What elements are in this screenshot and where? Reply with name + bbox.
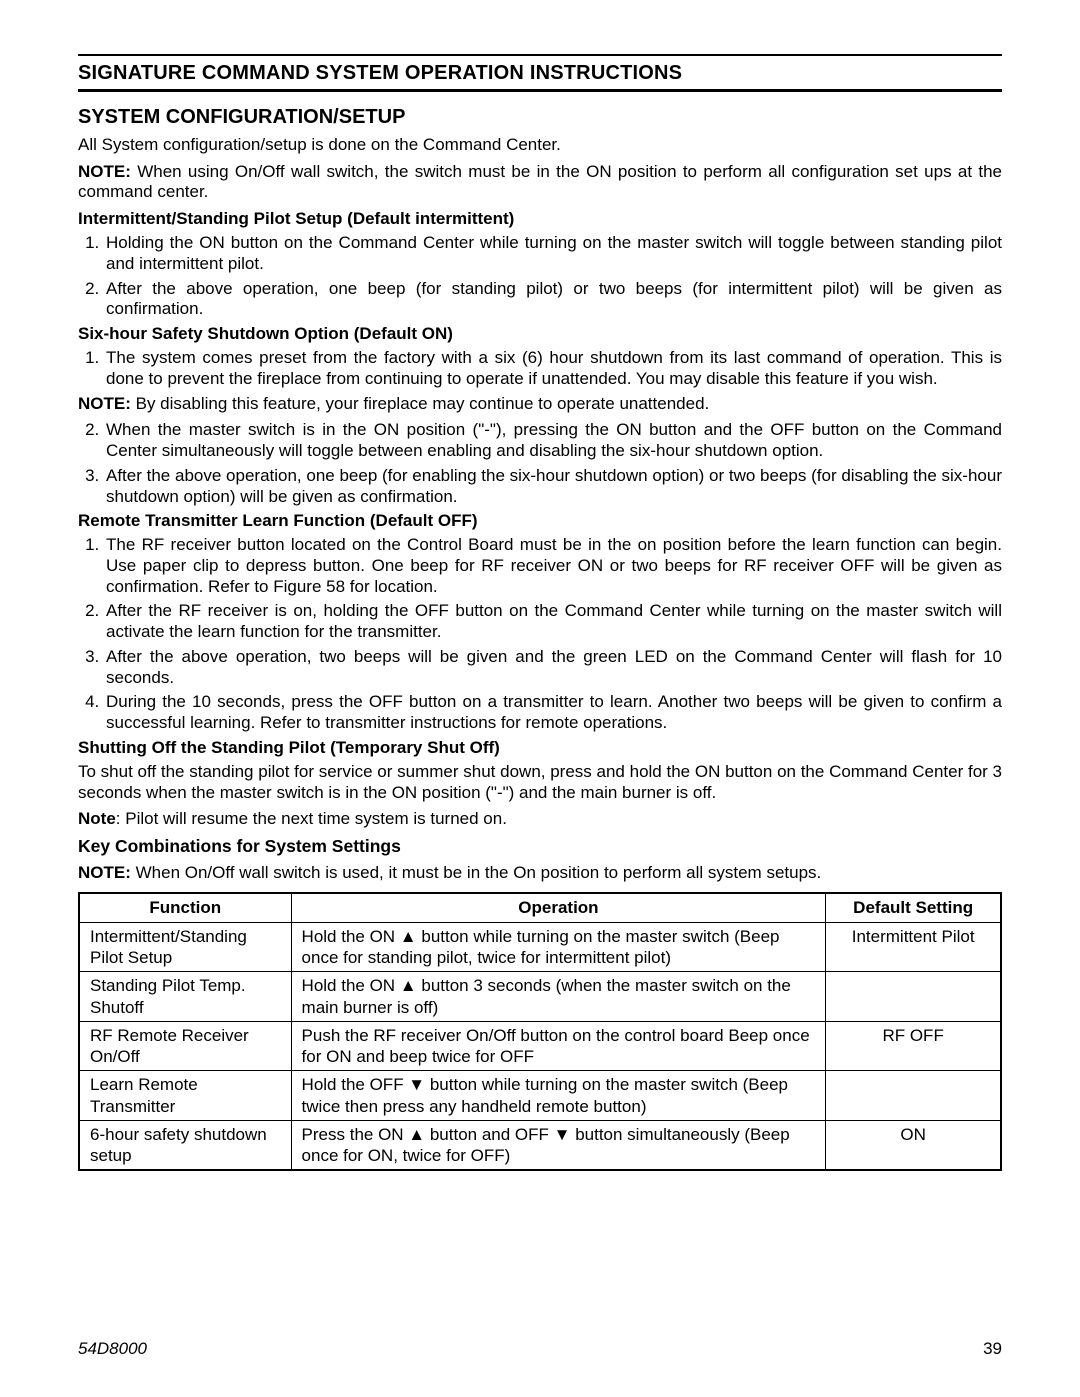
key-combinations-heading: Key Combinations for System Settings [78, 836, 1002, 857]
subhead-intermittent: Intermittent/Standing Pilot Setup (Defau… [78, 209, 1002, 229]
table-row: RF Remote Receiver On/Off Push the RF re… [79, 1021, 1001, 1071]
key-note-text: When On/Off wall switch is used, it must… [131, 863, 821, 882]
cell-function: RF Remote Receiver On/Off [79, 1021, 291, 1071]
table-header-row: Function Operation Default Setting [79, 893, 1001, 923]
note-2-label: NOTE: [78, 394, 131, 413]
note-3-label: Note [78, 809, 116, 828]
cell-operation: Hold the OFF ▼ button while turning on t… [291, 1071, 826, 1121]
title-underline [78, 89, 1002, 92]
subhead-remote: Remote Transmitter Learn Function (Defau… [78, 511, 1002, 531]
note-2: NOTE: By disabling this feature, your fi… [78, 394, 1002, 415]
list-item: After the above operation, one beep (for… [104, 279, 1002, 320]
note-3: Note: Pilot will resume the next time sy… [78, 809, 1002, 830]
list-item: The RF receiver button located on the Co… [104, 535, 1002, 597]
note-1-label: NOTE: [78, 162, 131, 181]
list-intermittent: Holding the ON button on the Command Cen… [78, 233, 1002, 320]
cell-function: Standing Pilot Temp. Shutoff [79, 972, 291, 1022]
subhead-sixhour: Six-hour Safety Shutdown Option (Default… [78, 324, 1002, 344]
col-function: Function [79, 893, 291, 923]
note-1: NOTE: When using On/Off wall switch, the… [78, 162, 1002, 203]
footer-page-number: 39 [983, 1339, 1002, 1359]
list-item: After the above operation, one beep (for… [104, 466, 1002, 507]
col-operation: Operation [291, 893, 826, 923]
note-1-text: When using On/Off wall switch, the switc… [78, 162, 1002, 202]
cell-default: RF OFF [826, 1021, 1001, 1071]
document-title: SIGNATURE COMMAND SYSTEM OPERATION INSTR… [78, 62, 1002, 89]
table-row: Standing Pilot Temp. Shutoff Hold the ON… [79, 972, 1001, 1022]
table-row: Learn Remote Transmitter Hold the OFF ▼ … [79, 1071, 1001, 1121]
list-item: During the 10 seconds, press the OFF but… [104, 692, 1002, 733]
list-sixhour-b: When the master switch is in the ON posi… [78, 420, 1002, 507]
page-footer: 54D8000 39 [78, 1339, 1002, 1359]
shutoff-para: To shut off the standing pilot for servi… [78, 762, 1002, 803]
cell-default [826, 1071, 1001, 1121]
cell-operation: Push the RF receiver On/Off button on th… [291, 1021, 826, 1071]
footer-model: 54D8000 [78, 1339, 147, 1359]
table-row: 6-hour safety shutdown setup Press the O… [79, 1120, 1001, 1170]
key-note: NOTE: When On/Off wall switch is used, i… [78, 863, 1002, 884]
section-heading: SYSTEM CONFIGURATION/SETUP [78, 106, 1002, 129]
cell-function: Learn Remote Transmitter [79, 1071, 291, 1121]
cell-function: Intermittent/Standing Pilot Setup [79, 922, 291, 972]
cell-default: ON [826, 1120, 1001, 1170]
note-3-text: : Pilot will resume the next time system… [116, 809, 507, 828]
table-row: Intermittent/Standing Pilot Setup Hold t… [79, 922, 1001, 972]
key-note-label: NOTE: [78, 863, 131, 882]
cell-operation: Hold the ON ▲ button 3 seconds (when the… [291, 972, 826, 1022]
list-item: Holding the ON button on the Command Cen… [104, 233, 1002, 274]
cell-default [826, 972, 1001, 1022]
note-2-text: By disabling this feature, your fireplac… [131, 394, 709, 413]
cell-function: 6-hour safety shutdown setup [79, 1120, 291, 1170]
top-rule [78, 54, 1002, 56]
list-item: After the RF receiver is on, holding the… [104, 601, 1002, 642]
cell-operation: Hold the ON ▲ button while turning on th… [291, 922, 826, 972]
settings-table: Function Operation Default Setting Inter… [78, 892, 1002, 1172]
list-item: When the master switch is in the ON posi… [104, 420, 1002, 461]
col-default: Default Setting [826, 893, 1001, 923]
cell-default: Intermittent Pilot [826, 922, 1001, 972]
subhead-shutoff: Shutting Off the Standing Pilot (Tempora… [78, 738, 1002, 758]
list-remote: The RF receiver button located on the Co… [78, 535, 1002, 734]
intro-paragraph: All System configuration/setup is done o… [78, 135, 1002, 156]
list-item: The system comes preset from the factory… [104, 348, 1002, 389]
list-sixhour-a: The system comes preset from the factory… [78, 348, 1002, 389]
cell-operation: Press the ON ▲ button and OFF ▼ button s… [291, 1120, 826, 1170]
list-item: After the above operation, two beeps wil… [104, 647, 1002, 688]
